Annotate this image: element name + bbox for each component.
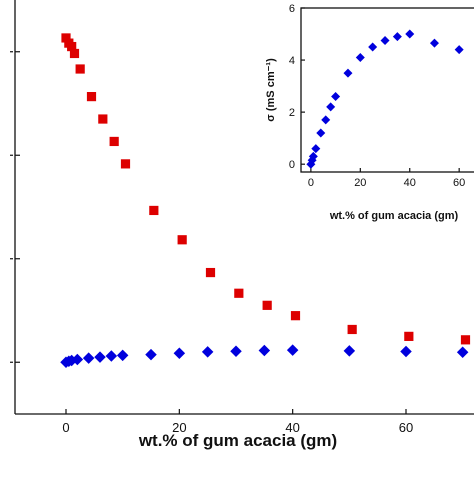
main-x-tick-label: 20 bbox=[172, 420, 186, 435]
inset-x-axis-label: wt.% of gum acacia (gm) bbox=[329, 210, 459, 222]
main-series-1-point bbox=[173, 347, 186, 360]
main-x-axis-label: wt.% of gum acacia (gm) bbox=[138, 431, 337, 450]
main-series-1-point bbox=[201, 346, 214, 358]
main-series-1-point bbox=[456, 346, 469, 358]
main-series-0-point bbox=[404, 331, 414, 341]
inset-series-0-point bbox=[429, 38, 439, 48]
main-series-0-point bbox=[98, 114, 108, 124]
inset-series-0-point bbox=[380, 36, 390, 46]
main-series-1-point bbox=[82, 352, 95, 364]
inset-y-tick-label: 0 bbox=[289, 159, 295, 171]
inset-series-0-point bbox=[454, 45, 464, 55]
main-series-1-point bbox=[400, 345, 412, 358]
main-series-1-point bbox=[94, 351, 106, 363]
main-series-1-point bbox=[145, 348, 157, 361]
main-series-0-point bbox=[61, 33, 71, 43]
inset-series-0-point bbox=[321, 115, 331, 125]
inset-series-0-point bbox=[405, 29, 415, 39]
main-series-0-point bbox=[234, 288, 244, 298]
inset-series-0-point bbox=[343, 68, 353, 78]
inset-series-0-point bbox=[355, 52, 365, 62]
main-series-1-point bbox=[116, 349, 129, 362]
main-series-0-point bbox=[109, 136, 119, 147]
inset-x-tick-label: 40 bbox=[404, 177, 416, 189]
inset-y-tick-label: 2 bbox=[289, 107, 295, 119]
main-x-tick-label: 40 bbox=[285, 420, 299, 435]
main-series-1-point bbox=[71, 353, 84, 366]
main-series-1-point bbox=[286, 344, 299, 356]
inset-frame bbox=[300, 7, 474, 173]
inset-x-tick-label: 0 bbox=[308, 177, 314, 189]
main-series-0-point bbox=[290, 311, 301, 321]
inset-series-0-point bbox=[316, 128, 326, 138]
main-series-0-point bbox=[69, 48, 80, 59]
inset-x-tick-label: 20 bbox=[354, 177, 366, 189]
inset-plot: 0 20 40 60 0 2 4 6 wt.% of gum acacia (gm) σ (mS … bbox=[265, 0, 474, 236]
inset-background bbox=[291, 0, 474, 236]
inset-series-0-point bbox=[311, 144, 321, 154]
inset-y-tick-label: 4 bbox=[289, 55, 295, 67]
main-x-tick-label: 0 bbox=[62, 420, 69, 435]
inset-x-tick-label: 60 bbox=[453, 177, 465, 189]
main-series-0-point bbox=[460, 335, 471, 345]
main-x-tick-label: 60 bbox=[399, 420, 413, 435]
main-series-1-point bbox=[258, 344, 271, 357]
inset-series-0-point bbox=[331, 92, 341, 102]
main-series-0-point bbox=[86, 92, 97, 102]
main-series-1-point bbox=[230, 345, 242, 357]
main-series-1-point bbox=[343, 345, 356, 357]
main-series-0-point bbox=[67, 41, 77, 52]
inset-y-axis-label: σ (mS cm⁻¹) bbox=[265, 58, 277, 122]
main-series-0-point bbox=[347, 324, 357, 335]
main-series-0-point bbox=[205, 267, 216, 278]
main-series-0-point bbox=[149, 205, 159, 216]
inset-series-0-point bbox=[392, 32, 402, 42]
main-series-0-point bbox=[177, 235, 187, 245]
inset-series-0-point bbox=[326, 102, 336, 112]
main-series-0-point bbox=[120, 159, 131, 169]
main-series-1-point bbox=[105, 350, 118, 362]
main-series-0-point bbox=[262, 300, 272, 310]
inset-series-0-point bbox=[308, 151, 318, 161]
main-series-0-point bbox=[75, 64, 85, 74]
inset-series-0-point bbox=[368, 42, 378, 52]
inset-y-tick-label: 6 bbox=[289, 3, 295, 15]
